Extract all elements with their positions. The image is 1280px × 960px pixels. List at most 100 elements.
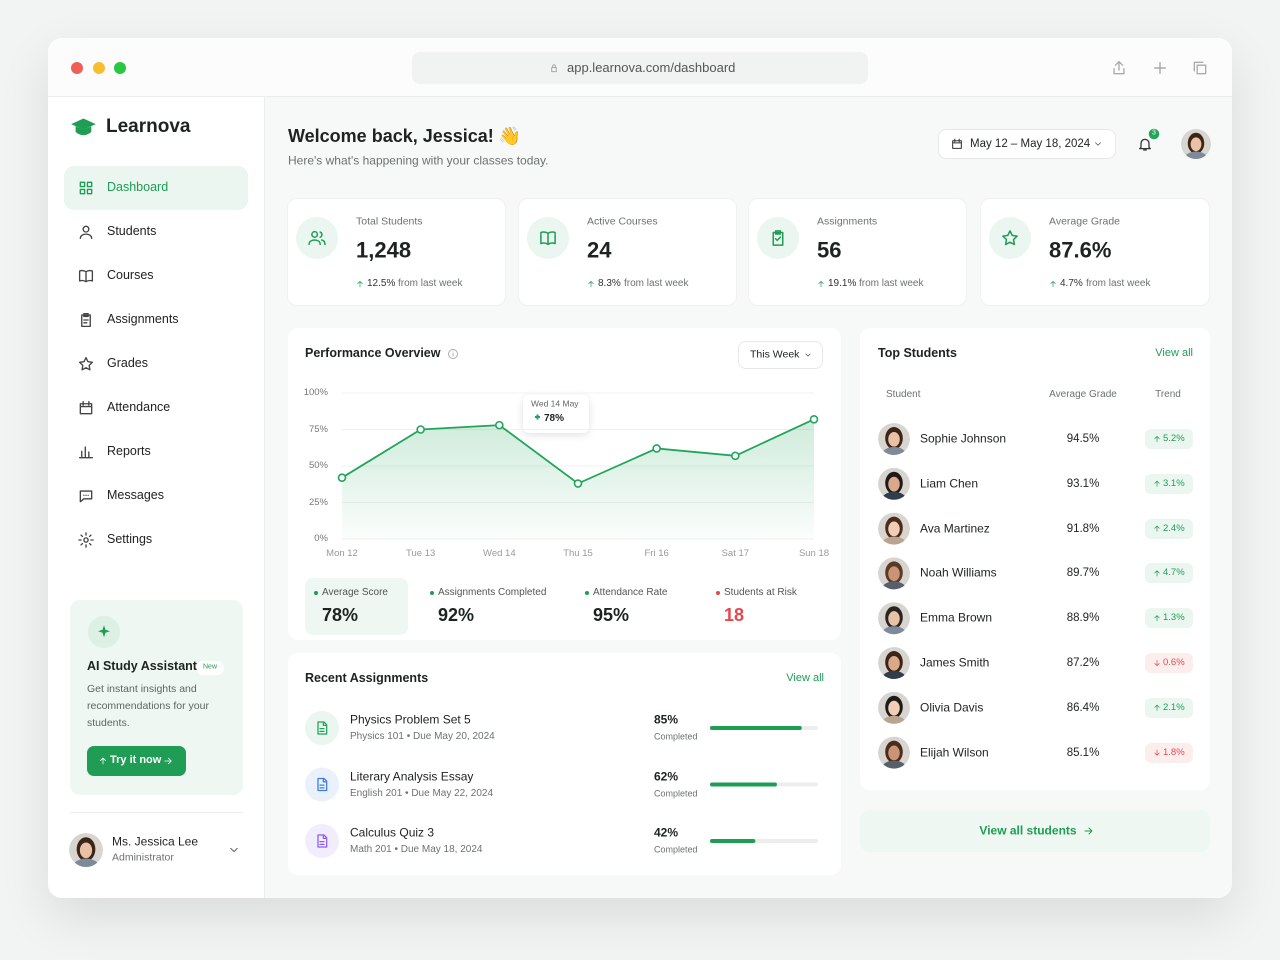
trend-pill (1145, 653, 1193, 673)
period[interactable]: This Week (750, 348, 800, 361)
ai-text: Get instant insights and recommendations… (87, 683, 209, 729)
page-title: Welcome back, Jessica! 👋 (288, 125, 522, 146)
progress-label: 62% (654, 769, 679, 783)
summary-label: Average Score (322, 586, 388, 598)
x-tick-label: Wed 14 (483, 548, 516, 560)
student-grade: 91.8% (1066, 522, 1100, 535)
column-header: Average Grade (1049, 388, 1117, 400)
student-grade: 87.2% (1066, 656, 1100, 669)
ai-button-text[interactable]: Try it now (110, 754, 162, 767)
icon (78, 532, 94, 548)
stat-value: 1,248 (356, 237, 412, 263)
view-all-students-text[interactable]: View all students (979, 823, 1077, 838)
summary-dot (314, 591, 318, 595)
nav-item[interactable]: Settings (107, 532, 153, 547)
assignment-name: Calculus Quiz 3 (350, 825, 435, 840)
icon (1154, 704, 1160, 711)
icon (308, 230, 326, 246)
x-tick-label: Sun 18 (798, 548, 830, 560)
point (652, 444, 661, 453)
summary-label: Attendance Rate (593, 586, 668, 598)
view-all[interactable]: View all (786, 672, 824, 685)
progress-bar (710, 839, 756, 843)
summary-value: 92% (438, 604, 475, 625)
divider (70, 812, 243, 813)
trend-pill (1145, 518, 1193, 539)
icon (952, 138, 962, 149)
trend-pill (1145, 563, 1193, 584)
notification-badge (1147, 127, 1161, 141)
nav-item[interactable]: Grades (107, 356, 148, 371)
icon (78, 269, 94, 283)
stat-change-text: from last week (624, 277, 689, 289)
notification-count: 3 (1152, 129, 1156, 137)
assignment-meta: English 201 • Due May 22, 2024 (350, 787, 494, 799)
ai-title: AI Study Assistant (87, 659, 197, 674)
stat-value: 24 (587, 237, 612, 263)
nav-item[interactable]: Reports (107, 444, 151, 459)
student-grade: 85.1% (1066, 746, 1100, 759)
view-all-students[interactable] (860, 810, 1210, 852)
stat-label: Average Grade (1049, 215, 1121, 228)
icon (805, 353, 811, 357)
stat-change: 12.5% (367, 277, 396, 289)
x-tick-label: Sat 17 (721, 548, 750, 560)
stat-change-text: from last week (398, 277, 463, 289)
stat-label: Active Courses (587, 215, 658, 228)
view-all[interactable]: View all (1155, 347, 1193, 360)
assignment-name: Literary Analysis Essay (350, 769, 474, 783)
nav-item[interactable]: Assignments (107, 312, 179, 327)
student-name: Ava Martinez (920, 521, 990, 536)
address-bar (412, 52, 868, 84)
summary-value: 95% (593, 604, 630, 625)
x-tick-label: Thu 15 (563, 548, 593, 560)
point (337, 473, 347, 482)
assignment-name: Physics Problem Set 5 (350, 712, 471, 727)
date-picker[interactable] (938, 129, 1116, 159)
trend-pill (1145, 742, 1193, 763)
stat-change-text: from last week (1086, 277, 1151, 289)
nav-item[interactable]: Students (107, 224, 157, 239)
icon (317, 777, 328, 792)
tooltip-label: Wed 14 May (531, 398, 579, 409)
student-grade: 94.5% (1066, 432, 1100, 445)
summary-value: 78% (322, 604, 359, 625)
assignment-icon-bg (305, 824, 339, 858)
avatar (878, 602, 910, 635)
icon (79, 181, 93, 195)
nav-item[interactable]: Attendance (107, 400, 171, 415)
icon (1154, 525, 1160, 532)
icon (1154, 660, 1160, 666)
nav-item[interactable]: Courses (107, 268, 154, 283)
nav-item[interactable]: Messages (107, 488, 164, 503)
icon (1154, 480, 1160, 487)
icon (357, 281, 363, 287)
avatar (878, 736, 910, 769)
window-button (114, 62, 126, 74)
assignment-icon-bg (305, 767, 339, 802)
nav-item[interactable]: Dashboard (107, 180, 169, 195)
progress-bar (710, 726, 802, 730)
avatar (878, 512, 910, 545)
brand: Learnova (106, 116, 191, 138)
icon (78, 356, 94, 371)
y-tick-label: 50% (308, 460, 328, 472)
progress-bar (710, 782, 777, 787)
user-name: Ms. Jessica Lee (112, 834, 199, 849)
y-tick-label: 75% (308, 423, 328, 435)
icon (317, 834, 328, 848)
stat-change: 4.7% (1060, 277, 1083, 289)
progress-label: 42% (654, 825, 679, 840)
date-range[interactable]: May 12 – May 18, 2024 (970, 137, 1091, 150)
point (416, 425, 425, 434)
stat-change: 8.3% (598, 277, 621, 289)
icon (448, 349, 458, 359)
avatar (878, 691, 910, 724)
assignment-meta: Physics 101 • Due May 20, 2024 (350, 730, 495, 742)
stat-change: 19.1% (828, 277, 857, 289)
icon (1154, 436, 1160, 442)
student-grade: 88.9% (1066, 612, 1100, 624)
